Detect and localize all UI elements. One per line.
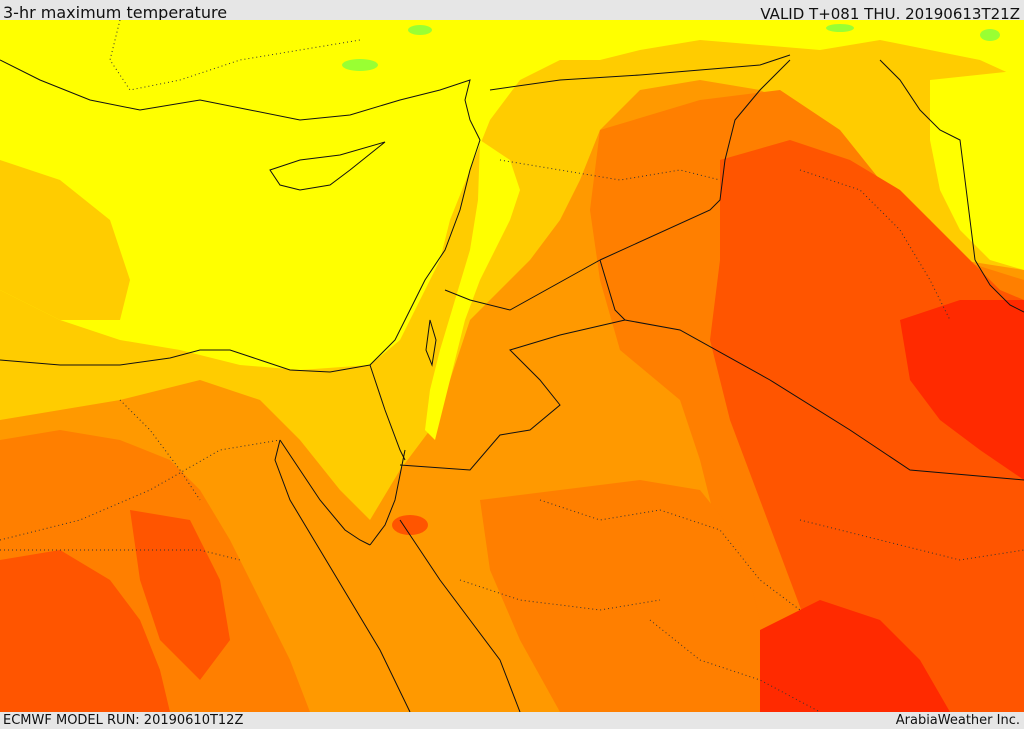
yellow-coastal-strip [425, 140, 520, 440]
red-orange-iraq [710, 140, 1024, 712]
red-orange-sw [130, 510, 230, 680]
province-borders [0, 20, 1024, 712]
coastline-levant [369, 139, 481, 366]
green-spot-3 [980, 29, 1000, 41]
red-core-east [900, 300, 1024, 480]
coastlines [0, 59, 1024, 712]
gulf-coast [974, 259, 1024, 313]
border-iraq-east [879, 59, 976, 261]
province-line-6 [539, 499, 801, 611]
red-orange-egypt [0, 550, 170, 712]
coastline-aqaba [369, 449, 406, 546]
border-syria-iraq [599, 59, 791, 261]
yellow-region-ne [930, 70, 1024, 270]
country-borders [369, 54, 1024, 481]
coastline-suez [279, 439, 371, 546]
border-jordan-saudi [399, 319, 626, 471]
yellow-region-med [0, 20, 560, 370]
footer-bar: ECMWF MODEL RUN: 20190610T12Z ArabiaWeat… [0, 712, 1024, 729]
header-bar: 3-hr maximum temperature VALID T+081 THU… [0, 0, 1024, 23]
border-jordan-iraq [599, 259, 1024, 481]
yellow-region-north [560, 20, 1024, 80]
green-spot-4 [826, 24, 854, 32]
province-line-5 [0, 549, 241, 561]
province-line-1 [109, 20, 361, 91]
border-syria-jordan [444, 259, 601, 311]
map-title: 3-hr maximum temperature [3, 3, 228, 22]
green-spot-1 [342, 59, 378, 71]
red-core-south [760, 600, 950, 712]
border-israel-egypt [369, 364, 406, 461]
light-orange-west [0, 160, 130, 320]
temperature-map [0, 20, 1024, 712]
credit-label: ArabiaWeather Inc. [895, 713, 1020, 728]
coastline-egypt [0, 349, 371, 373]
coastline-turkey [0, 59, 481, 141]
deadsea [425, 319, 437, 367]
province-line-9 [649, 619, 821, 712]
red-orange-sinai [392, 515, 428, 535]
dark-orange-arabia [480, 480, 760, 712]
valid-time: VALID T+081 THU. 20190613T21Z [760, 5, 1020, 23]
map-canvas [0, 20, 1024, 712]
coastline-redsea-w [274, 439, 411, 712]
border-syria-north [489, 54, 791, 91]
coastline-redsea-e [399, 519, 521, 712]
province-line-2 [499, 159, 721, 181]
coastline-cyprus [269, 141, 386, 191]
model-run-label: ECMWF MODEL RUN: 20190610T12Z [3, 713, 244, 728]
green-spot-2 [408, 25, 432, 35]
